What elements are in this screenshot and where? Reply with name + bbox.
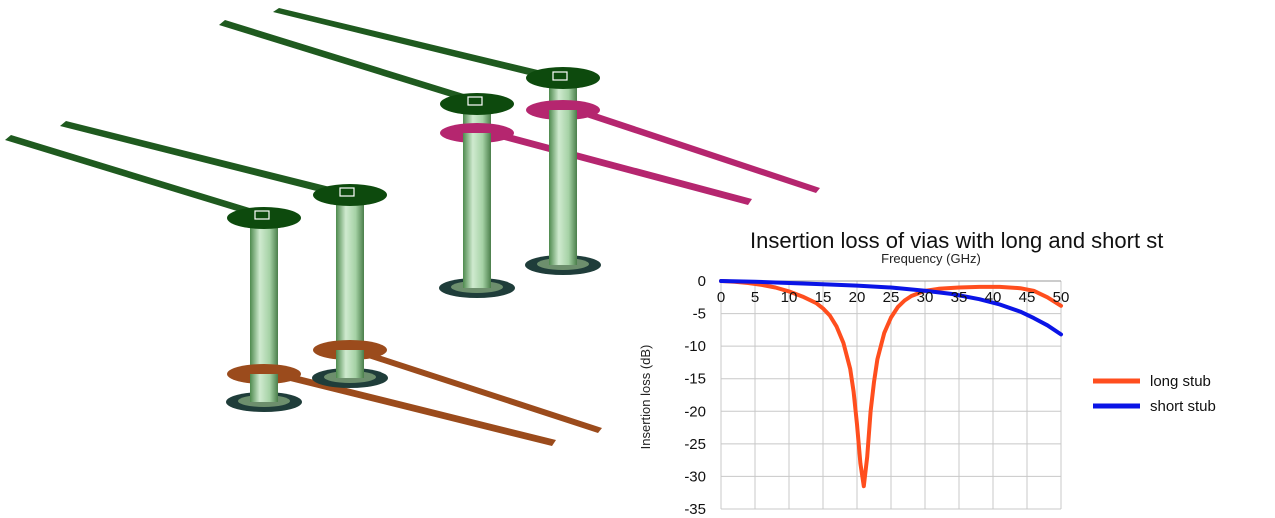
x-tick-label: 45	[1019, 289, 1036, 306]
pad-green	[440, 93, 514, 115]
via-front-left	[226, 207, 302, 412]
front-bottom-traces	[266, 347, 602, 446]
x-tick-label: 0	[717, 289, 725, 306]
trace-magenta	[478, 127, 752, 205]
series-lines	[719, 279, 1063, 489]
legend-label: short stub	[1150, 398, 1216, 415]
pad-green	[526, 67, 600, 89]
x-tick-label: 40	[985, 289, 1002, 306]
via-front-right	[312, 184, 388, 388]
chart-title: Insertion loss of vias with long and sho…	[750, 228, 1163, 253]
legend-label: long stub	[1150, 373, 1211, 390]
tick-labels: 0 5 10 15 20 25 30 35 40 45 50 0 -5 -10 -15 -20 -25 -30 -3…	[684, 273, 1069, 518]
trace-green	[5, 135, 266, 218]
y-tick-label: -20	[684, 403, 706, 420]
via-back-left	[439, 93, 515, 298]
legend: long stub short stub	[1093, 373, 1216, 415]
via-back-right	[525, 67, 601, 275]
back-bottom-traces	[478, 104, 820, 205]
x-tick-label: 30	[917, 289, 934, 306]
grid	[720, 280, 1062, 510]
x-tick-label: 25	[883, 289, 900, 306]
x-tick-label: 50	[1053, 289, 1070, 306]
x-axis-label: Frequency (GHz)	[881, 251, 981, 266]
trace-green	[60, 121, 350, 198]
via-stub-illustration	[5, 8, 820, 446]
x-tick-label: 15	[815, 289, 832, 306]
x-tick-label: 5	[751, 289, 759, 306]
y-tick-label: -10	[684, 338, 706, 355]
pad-green	[313, 184, 387, 206]
series-line-long-stub	[719, 279, 1063, 489]
trace-magenta	[565, 104, 820, 193]
trace-brown	[350, 347, 602, 433]
trace-green	[273, 8, 563, 82]
y-axis-label: Insertion loss (dB)	[638, 345, 653, 450]
back-top-traces	[219, 8, 563, 104]
trace-green	[219, 20, 480, 104]
x-tick-label: 20	[849, 289, 866, 306]
y-tick-label: -15	[684, 371, 706, 388]
series-line-short-stub	[719, 279, 1063, 337]
x-tick-label: 35	[951, 289, 968, 306]
pad-green	[227, 207, 301, 229]
y-tick-label: 0	[698, 273, 706, 290]
y-tick-label: -5	[693, 306, 706, 323]
trace-brown	[266, 369, 556, 446]
y-tick-label: -30	[684, 468, 706, 485]
y-tick-label: -25	[684, 436, 706, 453]
front-top-traces	[5, 121, 350, 218]
y-tick-label: -35	[684, 501, 706, 518]
x-tick-label: 10	[781, 289, 798, 306]
